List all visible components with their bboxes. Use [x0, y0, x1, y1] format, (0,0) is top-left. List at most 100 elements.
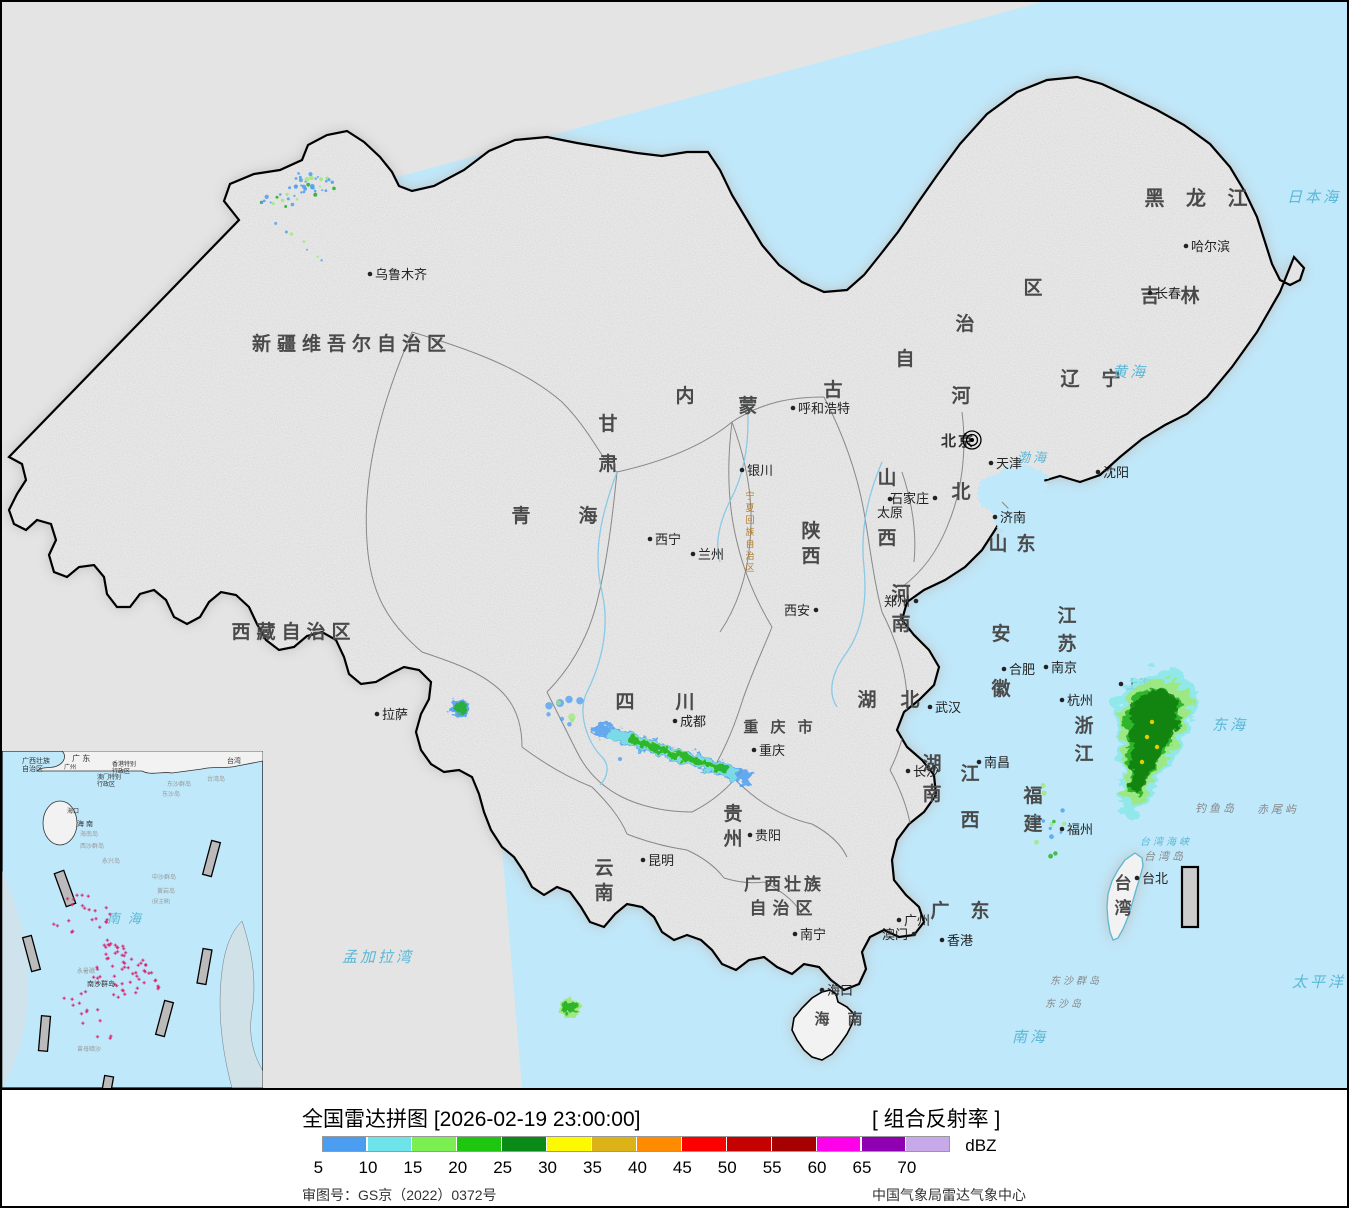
svg-text:澳门特别: 澳门特别	[97, 773, 121, 781]
svg-text:◈: ◈	[142, 980, 146, 986]
svg-text:黑 龙 江: 黑 龙 江	[1144, 186, 1255, 210]
svg-text:南宁: 南宁	[800, 927, 826, 942]
svg-text:太平洋: 太平洋	[1292, 974, 1346, 991]
svg-text:黄岩岛: 黄岩岛	[157, 887, 175, 895]
svg-text:台湾: 台湾	[227, 756, 241, 765]
svg-text:(民主礁): (民主礁)	[152, 898, 171, 905]
svg-text:◈: ◈	[105, 956, 109, 962]
svg-text:区: 区	[745, 563, 754, 573]
svg-text:◈: ◈	[120, 966, 124, 972]
svg-text:海口: 海口	[67, 807, 79, 815]
svg-text:长沙: 长沙	[913, 764, 939, 779]
svg-text:江: 江	[1057, 605, 1080, 627]
svg-text:◈: ◈	[86, 894, 90, 900]
svg-text:◈: ◈	[80, 1011, 84, 1017]
svg-text:◈: ◈	[142, 968, 146, 974]
svg-text:武汉: 武汉	[935, 700, 961, 715]
svg-text:◈: ◈	[134, 990, 138, 996]
svg-text:台湾岛: 台湾岛	[207, 775, 225, 783]
svg-text:◈: ◈	[126, 965, 130, 971]
svg-text:西藏自治区: 西藏自治区	[231, 620, 356, 643]
svg-text:济南: 济南	[1000, 510, 1026, 525]
svg-text:东沙岛: 东沙岛	[162, 790, 180, 798]
svg-text:四: 四	[615, 692, 638, 713]
svg-text:云: 云	[594, 858, 617, 879]
svg-text:钓鱼岛: 钓鱼岛	[1195, 802, 1237, 815]
svg-text:台湾海峡: 台湾海峡	[1140, 836, 1192, 848]
svg-text:◈: ◈	[93, 908, 97, 914]
svg-text:兰州: 兰州	[698, 547, 724, 562]
svg-text:◈: ◈	[98, 1018, 102, 1024]
svg-text:◈: ◈	[123, 961, 127, 967]
svg-text:自治区: 自治区	[750, 898, 819, 918]
svg-text:◈: ◈	[122, 953, 126, 959]
svg-text:◈: ◈	[56, 923, 60, 929]
svg-text:安: 安	[991, 622, 1014, 645]
svg-text:澳门: 澳门	[882, 927, 908, 942]
svg-text:◈: ◈	[141, 957, 145, 963]
svg-text:河: 河	[951, 385, 974, 407]
svg-text:◈: ◈	[94, 916, 98, 922]
svg-text:福州: 福州	[1067, 822, 1093, 837]
svg-text:北: 北	[900, 689, 923, 711]
svg-text:新疆维吾尔自治区: 新疆维吾尔自治区	[252, 332, 452, 355]
svg-text:◈: ◈	[114, 942, 118, 948]
svg-text:◈: ◈	[120, 981, 124, 987]
svg-text:永兴岛: 永兴岛	[102, 857, 120, 865]
svg-text:赤尾屿: 赤尾屿	[1257, 803, 1299, 816]
svg-text:◈: ◈	[130, 956, 134, 962]
svg-text:◈: ◈	[81, 1021, 85, 1027]
svg-text:海: 海	[814, 1010, 833, 1028]
svg-text:肃: 肃	[598, 452, 621, 475]
svg-text:治: 治	[745, 550, 754, 561]
svg-text:海口: 海口	[827, 983, 853, 998]
svg-text:南海: 南海	[107, 911, 149, 926]
svg-text:◈: ◈	[95, 965, 99, 971]
svg-text:行政区: 行政区	[97, 780, 115, 788]
svg-text:孟加拉湾: 孟加拉湾	[342, 949, 414, 966]
svg-text:自: 自	[895, 347, 918, 370]
svg-text:◈: ◈	[112, 992, 116, 998]
svg-text:长春: 长春	[1155, 286, 1181, 301]
svg-text:广 东: 广 东	[72, 753, 90, 763]
svg-text:呼和浩特: 呼和浩特	[798, 401, 850, 416]
svg-text:西宁: 西宁	[655, 532, 681, 547]
svg-text:◈: ◈	[70, 902, 74, 908]
svg-text:南京: 南京	[1051, 660, 1077, 675]
svg-text:◈: ◈	[113, 951, 117, 957]
svg-text:◈: ◈	[87, 907, 91, 913]
svg-text:海南岛: 海南岛	[80, 830, 98, 838]
svg-text:◈: ◈	[81, 903, 85, 909]
svg-text:昆明: 昆明	[648, 853, 674, 868]
svg-text:陕: 陕	[801, 519, 824, 542]
svg-text:族: 族	[745, 526, 754, 537]
svg-text:合肥: 合肥	[1009, 662, 1035, 677]
svg-text:◈: ◈	[108, 1036, 112, 1042]
svg-text:治: 治	[955, 312, 978, 335]
svg-text:重 庆 市: 重 庆 市	[743, 718, 816, 736]
svg-text:◈: ◈	[106, 942, 110, 948]
svg-text:自治区: 自治区	[22, 764, 43, 773]
svg-text:沈阳: 沈阳	[1103, 465, 1129, 480]
svg-text:辽: 辽	[1060, 368, 1083, 390]
svg-text:◈: ◈	[96, 1034, 100, 1040]
svg-text:内: 内	[675, 384, 698, 407]
svg-text:拉萨: 拉萨	[382, 707, 408, 722]
svg-text:自: 自	[745, 538, 754, 549]
svg-text:◈: ◈	[104, 905, 108, 911]
svg-text:日本海: 日本海	[1287, 189, 1341, 206]
svg-text:海: 海	[578, 504, 601, 527]
svg-text:◈: ◈	[85, 1008, 89, 1014]
svg-text:银川: 银川	[747, 463, 773, 478]
svg-text:建: 建	[1023, 812, 1046, 835]
svg-text:南: 南	[847, 1010, 866, 1028]
svg-text:广: 广	[930, 899, 953, 922]
svg-text:州: 州	[723, 828, 746, 850]
svg-text:◈: ◈	[67, 918, 71, 924]
svg-text:◈: ◈	[116, 994, 120, 1000]
svg-text:曾母暗沙: 曾母暗沙	[77, 1045, 101, 1053]
svg-text:东沙岛: 东沙岛	[1045, 998, 1084, 1010]
svg-text:广西壮族: 广西壮族	[22, 756, 50, 765]
svg-text:海 南: 海 南	[77, 819, 93, 828]
svg-text:◈: ◈	[137, 977, 141, 983]
